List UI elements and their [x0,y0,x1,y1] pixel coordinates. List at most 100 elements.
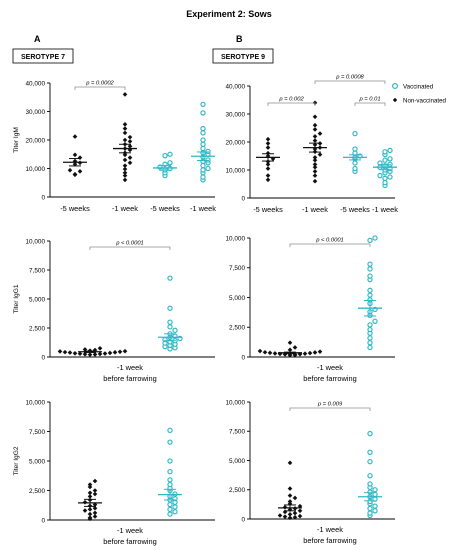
y-tick-label: 40,000 [225,83,245,90]
y-tick-label: 0 [241,516,245,523]
serotype-label-a: SEROTYPE 7 [21,54,65,61]
data-point [352,146,358,152]
data-point [312,127,318,132]
data-point [92,510,98,516]
category-label: -1 week [112,204,138,213]
data-point [367,458,373,465]
data-point [265,162,271,167]
data-point [372,508,378,514]
data-point [122,170,128,176]
data-point [297,513,303,519]
data-point [82,508,88,513]
data-point [200,141,206,147]
data-point [87,511,93,517]
data-point [387,147,393,154]
y-axis-title: Titer IgG2 [13,446,20,475]
data-point [312,122,318,128]
data-point [312,157,318,163]
y-tick-label: 7,500 [229,265,245,272]
data-point [162,152,168,159]
data-point [367,335,373,341]
chart-6: 0 2,500 5,000 7,500 10,000 -1 week before farr… [225,399,395,545]
data-point [287,486,293,491]
data-point [367,344,373,351]
data-point [122,348,128,354]
data-point [97,346,103,351]
data-point [265,159,271,164]
data-point [127,155,133,160]
legend: Vaccinated Non-vaccinated [392,82,447,105]
data-point [200,125,206,132]
data-point [265,150,271,156]
p-value-label: p = 0.0008 [335,75,364,81]
significance-bracket [289,407,371,411]
y-tick-label: 0 [241,195,245,202]
chart-3: 0 2,500 5,000 7,500 10,000 Titer IgG1 -1 week b… [13,238,215,383]
data-point [127,160,133,166]
y-tick-label: 10,000 [225,399,245,406]
category-label: -5 weeks [340,205,370,214]
data-point [292,495,298,501]
data-point [265,173,271,178]
data-point [92,478,98,484]
category-label: -5 weeks [60,204,90,213]
data-point [367,473,373,479]
data-point [312,164,318,170]
y-tick-label: 5,000 [229,458,245,465]
data-point [367,292,373,298]
p-value-label: p = 0.01 [358,97,380,103]
data-point [367,237,373,244]
data-point [167,324,173,330]
data-point [167,458,173,464]
data-point [102,351,108,356]
data-point [92,505,98,511]
data-point [292,510,298,516]
data-point [87,352,93,357]
data-point [282,514,288,519]
significance-bracket [267,102,316,106]
data-point [67,350,73,355]
y-tick-label: 2,500 [229,325,245,332]
category-label: -5 weeks [150,204,180,213]
data-point [200,137,206,143]
y-tick-label: 5,000 [29,458,45,465]
data-point [312,114,318,120]
significance-bracket [89,246,171,250]
data-point [77,169,83,174]
data-point [312,162,318,167]
data-point [87,494,93,499]
data-point [87,507,93,512]
data-point [367,481,373,487]
category-label: -1 week [317,363,343,372]
data-point [167,151,173,157]
legend-non-vaccinated-label: Non-vaccinated [403,98,447,105]
data-point [292,514,298,520]
data-point [262,349,268,355]
data-point [167,468,173,475]
data-point [367,261,373,267]
data-point [312,173,318,178]
data-point [122,163,128,168]
data-point [312,155,318,160]
data-point [200,130,206,136]
significance-bracket [354,102,386,106]
data-point [167,160,173,166]
data-point [72,134,78,139]
data-point [82,351,88,357]
data-point [277,351,283,357]
data-point [172,509,178,515]
data-point [287,340,293,346]
data-point [297,508,303,514]
data-point [382,157,388,163]
y-tick-label: 30,000 [225,111,245,118]
category-label: -1 week [190,204,216,213]
serotype-label-b: SEROTYPE 9 [221,54,265,61]
data-point [167,439,173,445]
y-tick-label: 20,000 [25,137,45,144]
data-point [272,351,278,356]
data-point [92,488,98,493]
data-point [297,351,303,357]
data-point [122,177,128,183]
data-point [372,235,378,241]
data-point [167,501,173,508]
